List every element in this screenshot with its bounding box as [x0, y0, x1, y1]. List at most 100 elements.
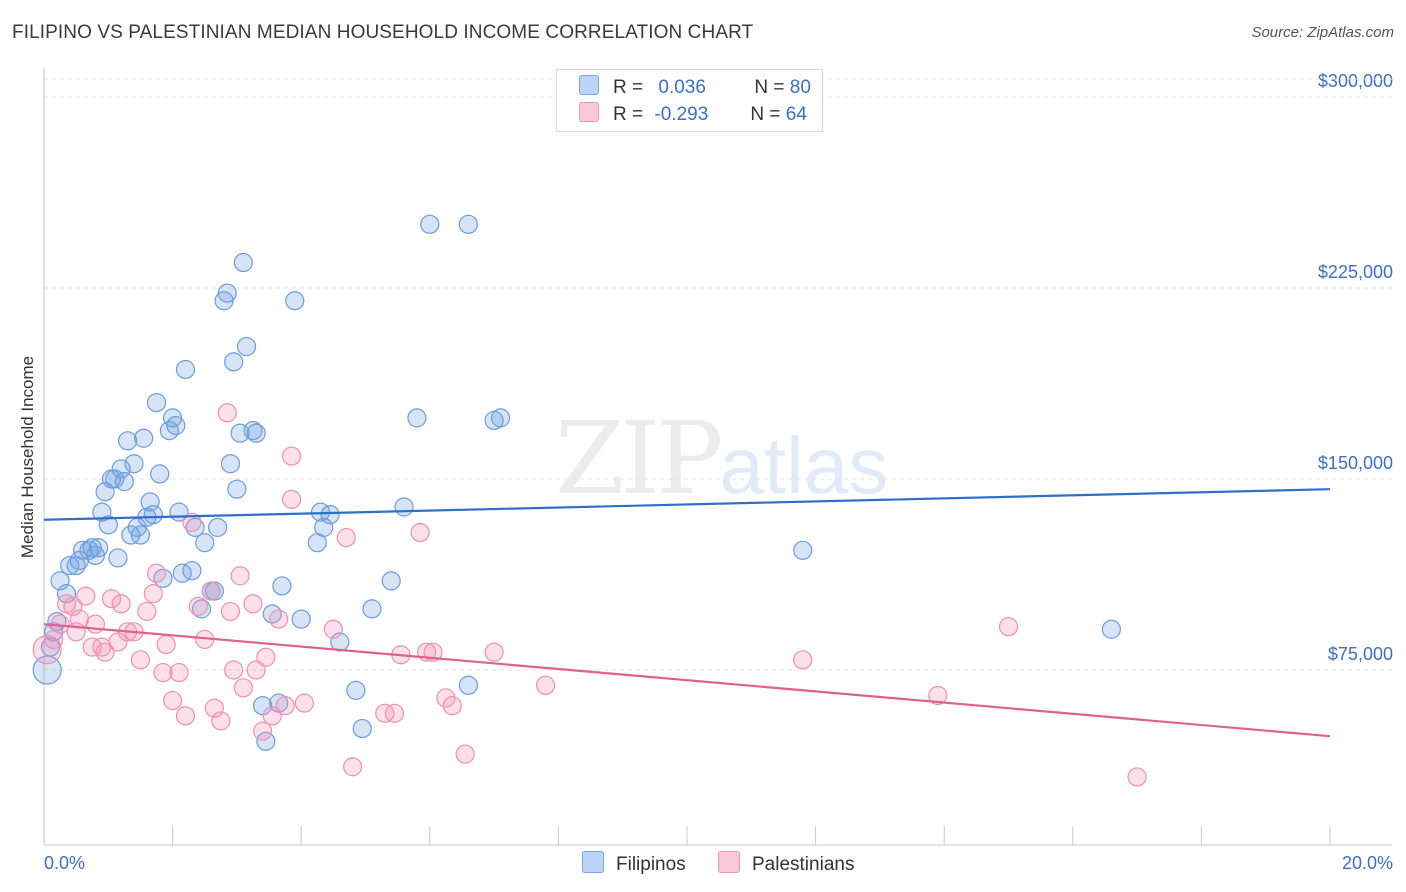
palestinian-point [130, 650, 151, 670]
palestinian-point [281, 446, 302, 466]
palestinian-point [275, 696, 295, 716]
filipino-point [1101, 619, 1121, 639]
palestinian-point [928, 685, 948, 706]
filipino-point [121, 525, 141, 545]
palestinian-point [323, 619, 343, 639]
filipino-point [227, 479, 247, 499]
palestinian-point [69, 609, 89, 629]
legend-swatch-blue [579, 75, 599, 95]
chart-title: FILIPINO VS PALESTINIAN MEDIAN HOUSEHOLD… [12, 22, 754, 43]
palestinian-point [384, 703, 405, 723]
series-label-filipinos: Filipinos [616, 854, 686, 875]
palestinian-point [188, 596, 208, 616]
palestinian-point [535, 675, 556, 695]
palestinian-point [281, 489, 302, 509]
x-tick-label-min: 0.0% [44, 853, 85, 873]
x-tick-label-max: 20.0% [1342, 853, 1393, 873]
palestinian-point [294, 693, 315, 713]
filipino-point [150, 464, 170, 484]
filipino-point [793, 540, 813, 560]
palestinian-point [146, 563, 167, 583]
palestinian-point [243, 594, 263, 614]
filipino-point [285, 291, 305, 311]
filipino-point [146, 393, 167, 413]
legend-n-label: N = [750, 104, 781, 125]
legend-n-value: 80 [789, 77, 811, 98]
palestinian-point [1127, 767, 1147, 787]
filipino-point [195, 533, 215, 553]
palestinian-point [182, 512, 202, 532]
palestinian-point [220, 601, 241, 622]
filipino-point [89, 538, 109, 558]
palestinian-point [269, 609, 289, 629]
watermark-zip: ZIP [555, 400, 723, 517]
legend-n-label: N = [754, 77, 785, 98]
palestinian-point [156, 634, 176, 655]
filipino-point [272, 576, 292, 596]
watermark: ZIPatlas [555, 400, 888, 517]
y-tick-label: $75,000 [1328, 644, 1393, 664]
filipino-point [117, 431, 138, 451]
filipino-point [208, 517, 228, 537]
series-swatch-filipinos [582, 851, 604, 873]
filipino-point [114, 471, 134, 492]
palestinian-point [343, 757, 363, 777]
palestinian-point [224, 660, 244, 680]
series-label-palestinians: Palestinians [752, 854, 855, 875]
palestinian-point [143, 583, 163, 604]
filipino-point [98, 515, 118, 535]
palestinian-point [163, 690, 183, 711]
palestinian-point [85, 614, 106, 634]
palestinian-point [175, 706, 196, 726]
filipino-point [166, 415, 186, 436]
filipino-point [108, 548, 128, 568]
filipino-point [243, 421, 263, 441]
filipino-point [191, 599, 212, 619]
filipino-point [220, 454, 241, 474]
filipino-point [175, 359, 196, 380]
filipino-point [143, 505, 163, 525]
palestinian-point [111, 594, 131, 614]
filipino-point [217, 283, 237, 303]
palestinian-point [101, 589, 122, 609]
palestinian-point [137, 601, 157, 622]
palestinian-point [455, 744, 475, 764]
y-tick-label: $300,000 [1318, 71, 1393, 91]
filipino-point [236, 336, 257, 357]
filipino-trend-line [43, 488, 1331, 521]
series-legend-filipinos: Filipinos [582, 851, 686, 877]
filipino-point [262, 604, 282, 624]
palestinian-point [76, 586, 96, 606]
palestinian-point [375, 703, 395, 723]
legend-row-palestinians: R = -0.293 N = 64 [579, 102, 807, 126]
palestinian-point [436, 688, 456, 708]
palestinian-point [410, 522, 430, 543]
filipino-point [130, 525, 151, 545]
palestinian-point [256, 647, 276, 667]
filipino-point [233, 252, 253, 273]
filipino-point [291, 609, 311, 629]
filipino-point [394, 497, 414, 517]
filipino-point [490, 408, 511, 428]
filipino-point [134, 428, 154, 448]
filipino-point [159, 421, 179, 441]
filipino-point [362, 599, 382, 619]
palestinian-point [253, 721, 273, 741]
filipino-point [60, 555, 80, 576]
palestinian-point [82, 637, 102, 657]
palestinian-trend-line [43, 623, 1331, 738]
palestinian-point [336, 527, 356, 548]
palestinian-point [230, 566, 250, 586]
palestinian-point [95, 642, 115, 662]
filipino-point [182, 561, 202, 581]
legend-r-label: R = [613, 104, 644, 125]
legend-row-filipinos: R = 0.036 N = 80 [579, 75, 811, 99]
palestinian-point [484, 642, 504, 662]
filipino-point [458, 214, 478, 234]
legend-r-label: R = [613, 77, 644, 98]
filipino-point [346, 680, 366, 700]
palestinian-point [246, 660, 266, 680]
palestinian-point [262, 706, 282, 726]
filipino-point [352, 718, 372, 739]
